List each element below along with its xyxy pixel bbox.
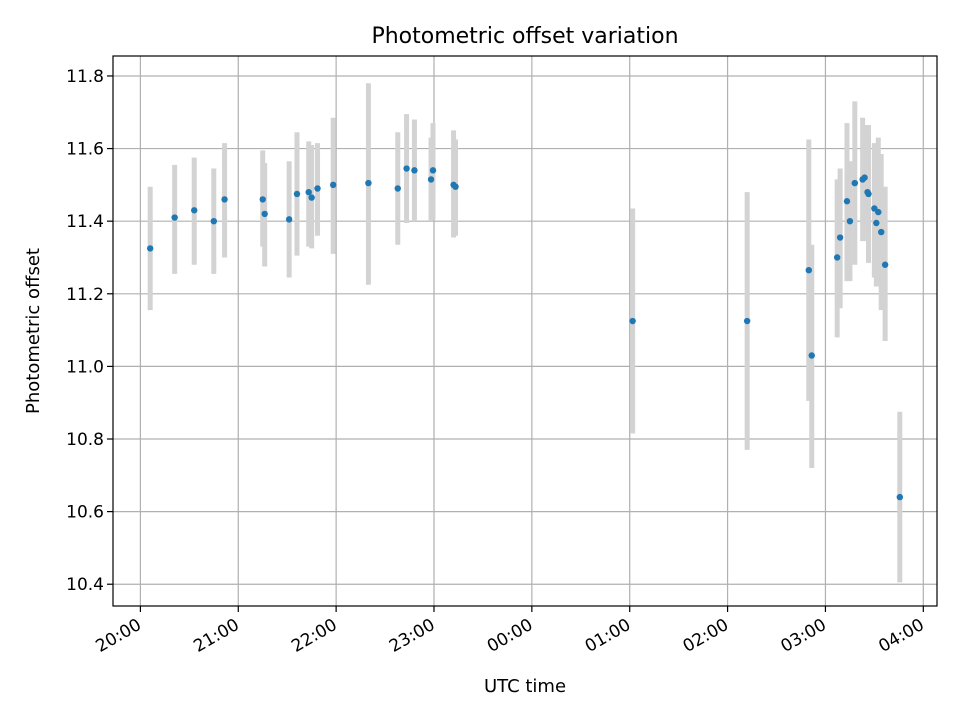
data-point — [403, 165, 410, 172]
chart-title: Photometric offset variation — [371, 24, 678, 49]
y-tick-label: 11.8 — [66, 67, 104, 87]
data-point — [329, 181, 337, 189]
data-point — [843, 198, 851, 205]
data-point — [805, 266, 813, 274]
data-point — [394, 185, 401, 192]
data-point — [191, 207, 198, 214]
data-point — [836, 234, 844, 241]
data-point — [308, 194, 315, 201]
data-point — [171, 214, 178, 221]
data-point — [629, 317, 636, 325]
y-tick-label: 11.4 — [66, 212, 104, 232]
data-point — [259, 196, 266, 203]
data-points — [146, 165, 904, 501]
y-axis-ticks: 10.4 10.6 10.8 11.0 11.2 11.4 11.6 11.8 — [66, 67, 113, 595]
data-point — [851, 179, 858, 187]
plot-frame — [112, 55, 938, 607]
data-point — [411, 167, 418, 174]
data-point — [808, 352, 815, 359]
data-point — [861, 174, 868, 181]
x-axis-label: UTC time — [484, 676, 566, 697]
data-point — [429, 167, 437, 174]
y-tick-label: 11.2 — [66, 285, 104, 305]
grid-lines — [113, 56, 937, 606]
data-point — [261, 210, 268, 218]
data-point — [846, 217, 854, 225]
data-point — [452, 183, 459, 190]
data-point — [873, 219, 880, 227]
y-axis-label: Photometric offset — [23, 248, 44, 414]
data-point — [865, 190, 872, 198]
data-point — [743, 317, 751, 325]
data-point — [285, 216, 293, 223]
data-point — [427, 176, 435, 183]
y-tick-label: 11.6 — [66, 140, 104, 160]
data-point — [833, 254, 841, 261]
y-tick-label: 10.4 — [66, 575, 104, 595]
data-point — [365, 179, 372, 187]
data-point — [210, 217, 217, 225]
data-point — [881, 261, 889, 268]
data-point — [896, 493, 904, 501]
data-point — [875, 208, 882, 216]
y-tick-label: 10.8 — [66, 430, 104, 450]
data-point — [314, 185, 321, 192]
y-tick-label: 11.0 — [66, 357, 104, 377]
data-point — [305, 188, 312, 196]
data-point — [146, 245, 154, 252]
data-point — [221, 196, 228, 203]
y-tick-label: 10.6 — [66, 503, 104, 523]
data-point — [878, 228, 885, 236]
data-point — [293, 190, 301, 198]
